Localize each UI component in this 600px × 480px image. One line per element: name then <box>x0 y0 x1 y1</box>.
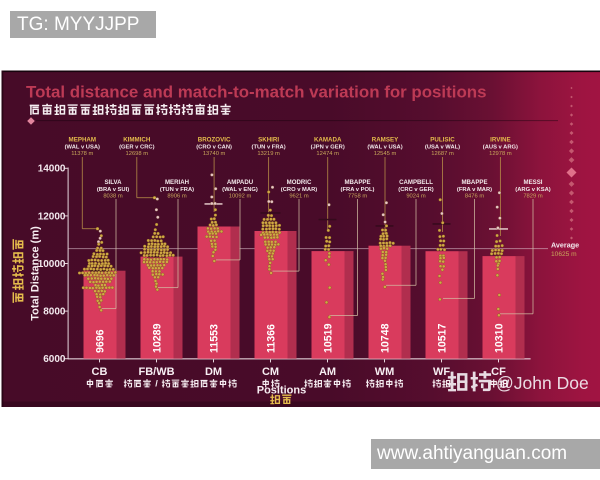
svg-text:8000: 8000 <box>43 307 66 318</box>
svg-text:WM: WM <box>375 366 395 378</box>
svg-text:MBAPPE: MBAPPE <box>461 179 487 186</box>
svg-text:9696: 9696 <box>94 329 106 353</box>
svg-text:9024 m: 9024 m <box>406 194 426 200</box>
svg-text:(WAL v USA): (WAL v USA) <box>65 144 100 150</box>
svg-text:AM: AM <box>319 366 336 378</box>
svg-text:CM: CM <box>262 366 279 378</box>
svg-text:Average: Average <box>551 241 579 250</box>
svg-text:(FRA v POL): (FRA v POL) <box>341 187 375 193</box>
svg-text:PULISIC: PULISIC <box>430 137 455 144</box>
svg-text:11553: 11553 <box>208 324 220 353</box>
svg-text:7758 m: 7758 m <box>348 194 368 200</box>
svg-text:13740 m: 13740 m <box>203 151 226 157</box>
svg-text:(JPN v GER): (JPN v GER) <box>311 144 345 150</box>
svg-text:CB: CB <box>92 366 108 378</box>
svg-text:CF: CF <box>491 366 506 378</box>
svg-text:RAMSEY: RAMSEY <box>372 137 399 144</box>
svg-text:(CRO v CAN): (CRO v CAN) <box>196 144 232 150</box>
svg-text:(FRA v MAR): (FRA v MAR) <box>457 187 492 193</box>
svg-text:11378 m: 11378 m <box>71 151 93 157</box>
svg-text:11366: 11366 <box>265 324 277 353</box>
svg-text:(BRA v SUI): (BRA v SUI) <box>97 187 129 193</box>
svg-text:MBAPPE: MBAPPE <box>344 179 370 186</box>
svg-text:AMPADU: AMPADU <box>227 179 254 186</box>
svg-text:12698 m: 12698 m <box>126 151 149 157</box>
svg-text:7829 m: 7829 m <box>523 194 543 200</box>
svg-text:FB/WB: FB/WB <box>138 366 174 378</box>
svg-text:(USA v WAL): (USA v WAL) <box>425 144 460 150</box>
svg-text:DM: DM <box>205 366 222 378</box>
svg-text:12978 m: 12978 m <box>489 151 512 157</box>
svg-text:8476 m: 8476 m <box>465 194 485 200</box>
svg-text:14000: 14000 <box>38 164 66 175</box>
svg-text:(ARG v KSA): (ARG v KSA) <box>515 187 550 193</box>
svg-text:KIMMICH: KIMMICH <box>123 137 151 144</box>
svg-text:MEPHAM: MEPHAM <box>69 137 97 144</box>
svg-text:10000: 10000 <box>38 259 66 270</box>
svg-text:KAMADA: KAMADA <box>314 137 342 144</box>
svg-text:CAMPBELL: CAMPBELL <box>399 179 433 186</box>
svg-text:(CRC v GER): (CRC v GER) <box>398 187 433 193</box>
svg-text:SKHIRI: SKHIRI <box>258 137 279 144</box>
svg-text:10092 m: 10092 m <box>229 194 252 200</box>
svg-text:13219 m: 13219 m <box>257 151 280 157</box>
svg-text:10519: 10519 <box>322 323 334 353</box>
svg-text:10748: 10748 <box>379 323 391 353</box>
svg-text:(TUN v FRA): (TUN v FRA) <box>252 144 286 150</box>
svg-text:/: / <box>155 379 158 389</box>
svg-text:12545 m: 12545 m <box>374 151 397 157</box>
svg-text:SILVA: SILVA <box>104 179 122 186</box>
svg-text:BROZOVIC: BROZOVIC <box>198 137 231 144</box>
svg-text:MERIAH: MERIAH <box>165 179 189 186</box>
svg-text:(CRO v MAR): (CRO v MAR) <box>281 187 317 193</box>
svg-text:(TUN v FRA): (TUN v FRA) <box>160 187 194 193</box>
svg-text:12687 m: 12687 m <box>431 151 454 157</box>
svg-text:8038 m: 8038 m <box>103 194 123 200</box>
svg-text:10517: 10517 <box>436 323 448 353</box>
svg-text:MESSI: MESSI <box>524 179 543 186</box>
svg-text:@John Doe: @John Doe <box>496 373 589 393</box>
svg-text:8906 m: 8906 m <box>167 194 187 200</box>
svg-text:(WAL v ENG): (WAL v ENG) <box>222 187 258 193</box>
svg-text:12474 m: 12474 m <box>316 151 339 157</box>
svg-text:(GER v CRC): (GER v CRC) <box>119 144 154 150</box>
svg-text:10625 m: 10625 m <box>551 251 577 258</box>
svg-text:(WAL v USA): (WAL v USA) <box>367 144 402 150</box>
svg-text:6000: 6000 <box>43 354 66 365</box>
svg-text:Total distance and match-to-ma: Total distance and match-to-match variat… <box>26 83 486 102</box>
svg-text:10310: 10310 <box>493 323 505 353</box>
svg-text:9621 m: 9621 m <box>289 194 309 200</box>
svg-text:MODRIC: MODRIC <box>287 179 312 186</box>
svg-text:(AUS v ARG): (AUS v ARG) <box>483 144 518 150</box>
svg-text:Positions: Positions <box>257 385 307 397</box>
svg-text:IRVINE: IRVINE <box>490 137 511 144</box>
svg-text:10289: 10289 <box>151 323 163 353</box>
svg-text:12000: 12000 <box>38 211 66 222</box>
svg-text:WF: WF <box>433 366 450 378</box>
svg-text:Total Distance (m): Total Distance (m) <box>30 226 42 321</box>
